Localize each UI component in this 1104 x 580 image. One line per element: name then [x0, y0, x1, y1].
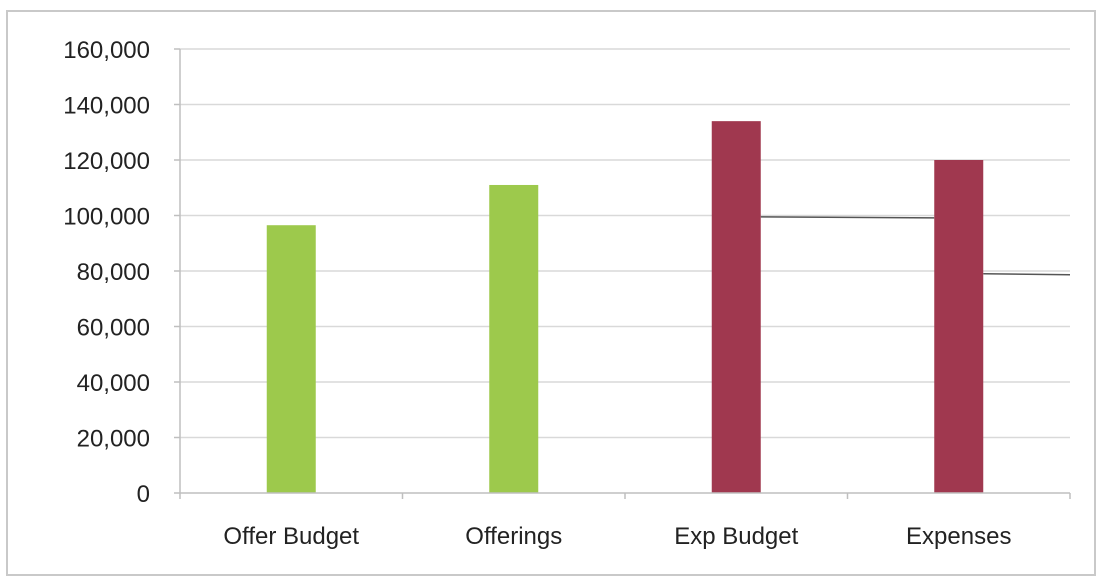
y-tick-label: 100,000 — [63, 204, 150, 231]
bar-offer-budget — [266, 225, 316, 493]
x-tick-label: Offer Budget — [223, 523, 359, 550]
y-tick-label: 0 — [137, 481, 150, 508]
bar-expenses — [934, 160, 984, 493]
y-tick-label: 140,000 — [63, 93, 150, 120]
reference-line — [760, 216, 935, 219]
bars — [266, 121, 984, 494]
y-tick-label: 120,000 — [63, 148, 150, 175]
reference-lines — [760, 216, 1071, 276]
bar-exp-budget — [711, 121, 761, 494]
y-tick-labels: 0 20,000 40,000 60,000 80,000 100,000 120,000 1… — [63, 37, 150, 508]
x-tick-label: Exp Budget — [674, 523, 798, 550]
y-tick-label: 160,000 — [63, 37, 150, 64]
y-tick-label: 20,000 — [77, 426, 150, 453]
axes — [174, 48, 1071, 499]
x-tick-label: Expenses — [906, 523, 1011, 550]
x-tick-labels: Offer Budget Offerings Exp Budget Expenses — [223, 523, 1011, 550]
bar-offerings — [489, 184, 539, 493]
y-tick-label: 80,000 — [77, 259, 150, 286]
grid-lines — [180, 48, 1070, 439]
y-tick-label: 40,000 — [77, 370, 150, 397]
reference-line — [983, 273, 1071, 276]
x-tick-label: Offerings — [465, 523, 562, 550]
y-tick-label: 60,000 — [77, 315, 150, 342]
